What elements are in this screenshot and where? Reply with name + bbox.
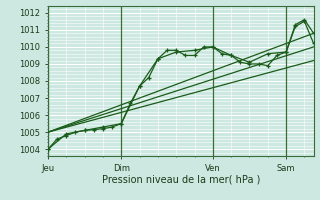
X-axis label: Pression niveau de la mer( hPa ): Pression niveau de la mer( hPa ) — [102, 174, 260, 184]
